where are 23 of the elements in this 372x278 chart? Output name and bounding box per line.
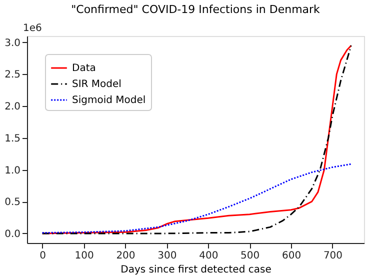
x-tick-label: 300 — [158, 250, 177, 262]
line-series — [42, 163, 352, 234]
x-tick-label: 600 — [282, 250, 302, 262]
x-tick-label: 700 — [323, 250, 343, 262]
x-tick-label: 400 — [199, 250, 218, 262]
y-tick-label: 2.0 — [4, 102, 20, 113]
text: 1e6 — [23, 23, 42, 34]
legend-label: SIR Model — [72, 79, 122, 90]
x-tick-label: 500 — [240, 250, 260, 262]
x-tick-label: 200 — [116, 250, 136, 262]
x-tick-label: 100 — [74, 250, 94, 262]
x-axis-title: Days since first detected case — [120, 264, 272, 276]
chart-title: "Confirmed" COVID-19 Infections in Denmark — [71, 3, 321, 16]
x-tick-label: 0 — [40, 250, 46, 262]
line-series — [42, 44, 352, 234]
y-tick-label: 2.5 — [4, 70, 20, 81]
y-tick-label: 1.5 — [4, 133, 20, 144]
legend-label: Data — [72, 63, 96, 74]
y-tick-label: 0.5 — [4, 197, 20, 208]
y-tick-label: 0.0 — [4, 228, 20, 240]
legend-label: Sigmoid Model — [72, 95, 146, 106]
y-tick-label: 3.0 — [4, 38, 20, 49]
y-tick-label: 1.0 — [4, 165, 20, 176]
